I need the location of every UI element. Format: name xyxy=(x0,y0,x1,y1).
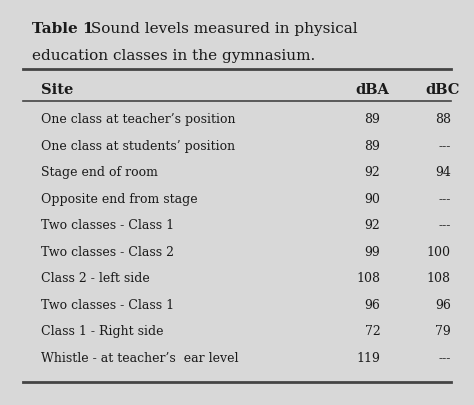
Text: Sound levels measured in physical: Sound levels measured in physical xyxy=(86,22,357,36)
Text: 79: 79 xyxy=(435,324,451,337)
Text: 119: 119 xyxy=(356,351,380,364)
Text: ---: --- xyxy=(438,219,451,232)
Text: 92: 92 xyxy=(365,166,380,179)
Text: 96: 96 xyxy=(365,298,380,311)
Text: Class 1 - Right side: Class 1 - Right side xyxy=(41,324,164,337)
Text: Site: Site xyxy=(41,83,74,97)
Text: Two classes - Class 1: Two classes - Class 1 xyxy=(41,219,174,232)
Text: Two classes - Class 1: Two classes - Class 1 xyxy=(41,298,174,311)
Text: Class 2 - left side: Class 2 - left side xyxy=(41,272,150,285)
Text: education classes in the gymnasium.: education classes in the gymnasium. xyxy=(32,49,316,63)
Text: 89: 89 xyxy=(365,139,380,152)
Text: dBA: dBA xyxy=(356,83,389,97)
Text: One class at teacher’s position: One class at teacher’s position xyxy=(41,113,236,126)
Text: One class at students’ position: One class at students’ position xyxy=(41,139,236,152)
Text: ---: --- xyxy=(438,139,451,152)
Text: Two classes - Class 2: Two classes - Class 2 xyxy=(41,245,174,258)
Text: ---: --- xyxy=(438,351,451,364)
Text: ---: --- xyxy=(438,192,451,205)
Text: 108: 108 xyxy=(427,272,451,285)
Text: 94: 94 xyxy=(435,166,451,179)
Text: 108: 108 xyxy=(356,272,380,285)
Text: dBC: dBC xyxy=(426,83,460,97)
Text: Table 1: Table 1 xyxy=(32,22,94,36)
Text: 100: 100 xyxy=(427,245,451,258)
Text: 88: 88 xyxy=(435,113,451,126)
Text: 90: 90 xyxy=(365,192,380,205)
Text: 96: 96 xyxy=(435,298,451,311)
Text: 72: 72 xyxy=(365,324,380,337)
Text: 99: 99 xyxy=(365,245,380,258)
Text: 89: 89 xyxy=(365,113,380,126)
Text: Stage end of room: Stage end of room xyxy=(41,166,158,179)
Text: Opposite end from stage: Opposite end from stage xyxy=(41,192,198,205)
Text: 92: 92 xyxy=(365,219,380,232)
Text: Whistle - at teacher’s  ear level: Whistle - at teacher’s ear level xyxy=(41,351,239,364)
